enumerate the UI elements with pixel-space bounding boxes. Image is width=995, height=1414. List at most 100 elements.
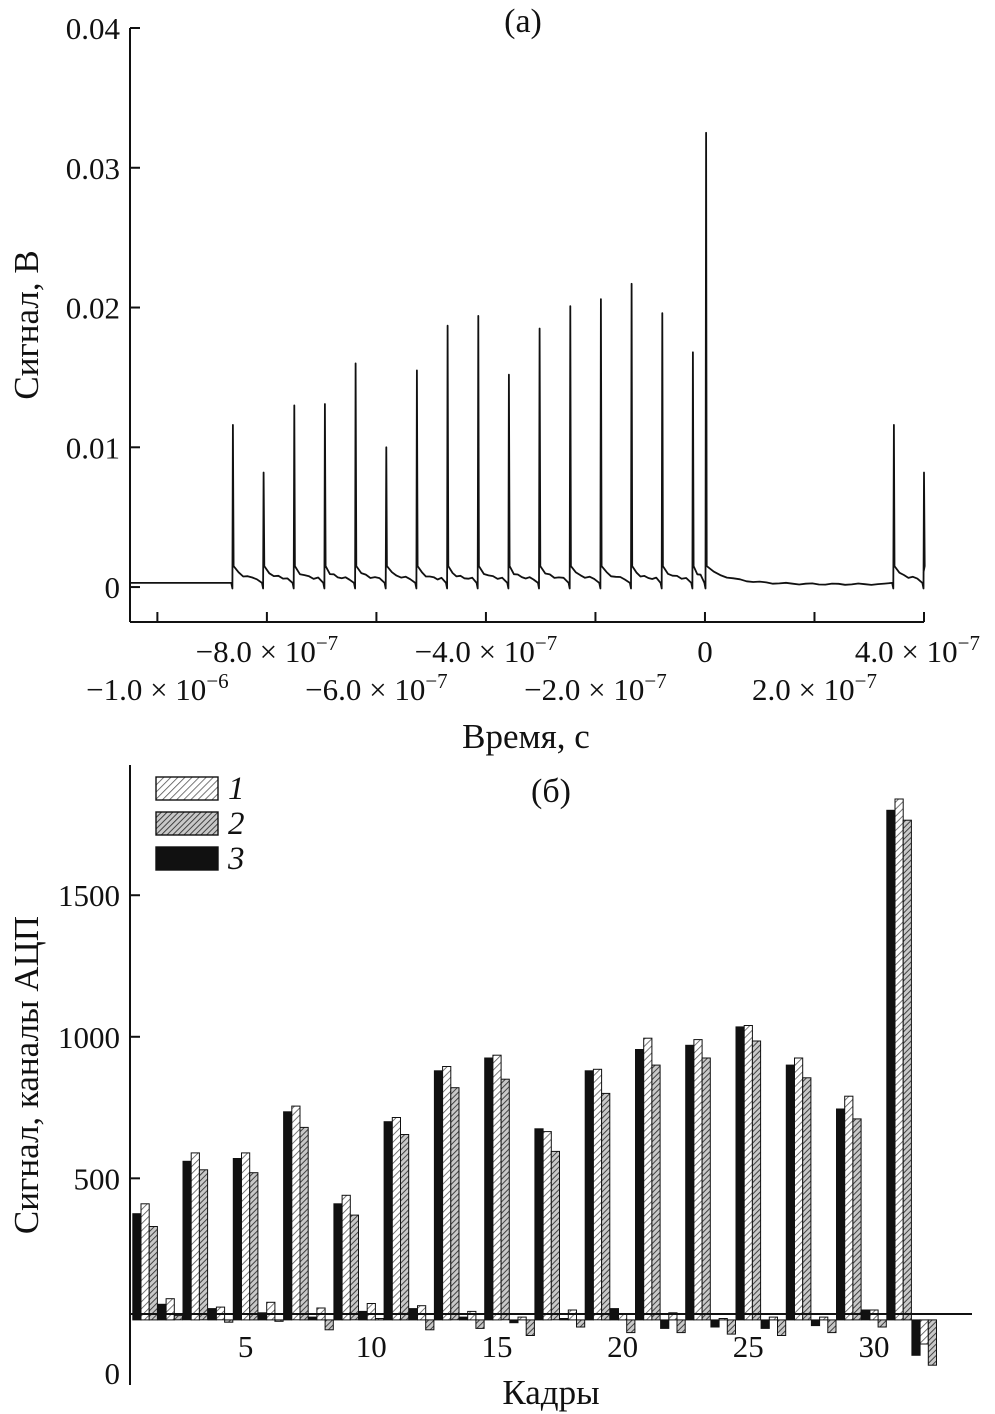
legend-swatch-2: [155, 811, 219, 836]
bar-series-3-frame-28: [810, 1319, 821, 1327]
bar-series-3-frame-5: [232, 1158, 243, 1321]
bar-series-1-frame-20: [618, 1313, 628, 1321]
bar-series-2-frame-26: [777, 1319, 787, 1337]
panel-b-y-tick-label: 1000: [58, 1020, 120, 1055]
bar-series-2-frame-27: [802, 1077, 812, 1321]
panel-a-x-tick-exponent: −7: [958, 631, 980, 655]
bar-series-2-frame-31: [902, 819, 912, 1321]
bar-series-1-frame-31: [894, 798, 904, 1321]
panel-b-x-tick-label: 20: [607, 1329, 638, 1364]
bar-series-2-frame-13: [450, 1087, 460, 1321]
bar-series-1-frame-13: [442, 1066, 452, 1321]
panel-b-y-tick-label: 1500: [58, 878, 120, 913]
bar-series-2-frame-24: [726, 1319, 736, 1335]
panel-a-x-tick-exponent: −7: [316, 631, 338, 655]
bar-series-2-frame-11: [400, 1134, 410, 1321]
bar-series-3-frame-21: [635, 1049, 645, 1321]
panel-b-x-tick-label: 30: [858, 1329, 889, 1364]
bar-series-1-frame-11: [391, 1117, 401, 1321]
panel-a-x-tick-mantissa: 4.0 × 10: [855, 634, 958, 669]
panel-a-x-tick-exponent: −7: [535, 631, 557, 655]
bar-series-2-frame-12: [425, 1319, 435, 1331]
panel-a-title: (а): [504, 3, 542, 40]
panel-b-title: (б): [531, 773, 571, 810]
panel-a-x-tick-exponent: −7: [644, 669, 666, 693]
panel-a-x-tick-label: −8.0 × 10−7: [196, 631, 339, 669]
panel-a-y-axis: 0 0.01 0.02 0.03 0.04: [66, 11, 140, 605]
bar-series-1-frame-12: [417, 1305, 427, 1321]
bar-series-2-frame-1: [148, 1226, 158, 1321]
panel-a-x-tick-label: −1.0 × 10−6: [86, 669, 229, 707]
bar-series-3-frame-31: [886, 809, 896, 1321]
panel-a-y-tick-label: 0: [105, 570, 121, 605]
bar-series-1-frame-32: [919, 1319, 929, 1345]
bar-series-1-frame-23: [693, 1039, 703, 1321]
bar-series-1-frame-14: [467, 1310, 477, 1321]
bar-series-2-frame-32: [927, 1319, 937, 1366]
panel-b-x-tick-label: 25: [733, 1329, 764, 1364]
bar-series-2-frame-18: [576, 1319, 586, 1328]
bar-series-2-frame-9: [349, 1214, 359, 1321]
panel-a-x-tick-mantissa: −6.0 × 10: [305, 672, 425, 707]
bar-series-1-frame-16: [517, 1316, 527, 1321]
bar-series-1-frame-10: [366, 1303, 376, 1321]
bar-series-2-frame-30: [877, 1319, 887, 1328]
panel-b-x-tick-label: 5: [238, 1329, 254, 1364]
bar-series-1-frame-17: [542, 1131, 552, 1321]
legend-swatch-1: [155, 776, 219, 801]
bar-series-1-frame-9: [341, 1194, 351, 1321]
panel-b-bars: [132, 798, 937, 1366]
bar-series-3-frame-1: [132, 1213, 142, 1321]
bar-series-2-frame-7: [299, 1126, 309, 1321]
bar-series-1-frame-6: [266, 1301, 276, 1321]
panel-b-y-label: Сигнал, каналы АЦП: [7, 916, 46, 1234]
bar-series-2-frame-10: [374, 1318, 385, 1321]
panel-a-x-tick-mantissa: −2.0 × 10: [524, 672, 644, 707]
legend-label-2: 2: [228, 806, 245, 842]
panel-a-y-tick-label: 0.03: [66, 151, 120, 186]
panel-a-y-tick-label: 0.02: [66, 291, 120, 326]
bar-series-2-frame-20: [626, 1319, 636, 1334]
panel-a-x-tick-exponent: −7: [855, 669, 877, 693]
bar-series-3-frame-22: [660, 1319, 670, 1329]
bar-series-3-frame-7: [283, 1111, 293, 1321]
legend-swatch-3: [155, 846, 219, 871]
panel-a-x-label: Время, с: [462, 717, 590, 756]
bar-series-2-frame-8: [324, 1319, 334, 1331]
panel-a-x-tick-mantissa: −1.0 × 10: [86, 672, 206, 707]
bar-series-1-frame-1: [140, 1203, 150, 1321]
bar-series-2-frame-29: [852, 1118, 862, 1321]
bar-series-3-frame-16: [509, 1319, 519, 1324]
bar-series-3-frame-23: [685, 1044, 695, 1321]
bar-series-2-frame-19: [601, 1092, 611, 1321]
panel-b-x-label: Кадры: [502, 1373, 599, 1412]
bar-series-3-frame-29: [836, 1108, 846, 1321]
panel-b-y-tick-label: 500: [74, 1161, 121, 1196]
bar-series-3-frame-24: [710, 1319, 720, 1328]
panel-b-y-axis: 0 500 1000 1500: [58, 878, 140, 1391]
bar-series-3-frame-15: [484, 1057, 494, 1321]
panel-b-chart: (б) 0 500 1000 1500 5 10 15 20 25 30 123 Кадры С…: [7, 765, 972, 1412]
panel-a-y-label: Сигнал, В: [7, 250, 46, 399]
panel-b-legend: 123: [155, 771, 245, 877]
bar-series-1-frame-5: [241, 1152, 251, 1321]
bar-series-1-frame-2: [165, 1298, 175, 1321]
panel-a-x-tick-exponent: −6: [206, 669, 228, 693]
legend-label-3: 3: [227, 841, 245, 877]
panel-a-x-tick-label: −6.0 × 10−7: [305, 669, 448, 707]
bar-series-3-frame-9: [333, 1203, 343, 1321]
bar-series-1-frame-27: [794, 1057, 804, 1321]
bar-series-3-frame-25: [735, 1026, 745, 1321]
bar-series-1-frame-7: [291, 1105, 301, 1321]
bar-series-1-frame-19: [592, 1068, 603, 1321]
bar-series-2-frame-14: [475, 1319, 485, 1329]
panel-a-y-tick-label: 0.01: [66, 430, 120, 465]
bar-series-2-frame-23: [701, 1057, 711, 1321]
bar-series-2-frame-28: [827, 1319, 837, 1334]
panel-a-x-tick-label: −4.0 × 10−7: [415, 631, 558, 669]
bar-series-3-frame-26: [760, 1319, 770, 1329]
bar-series-1-frame-22: [668, 1312, 678, 1321]
bar-series-2-frame-22: [676, 1319, 686, 1334]
bar-series-3-frame-8: [308, 1316, 318, 1321]
